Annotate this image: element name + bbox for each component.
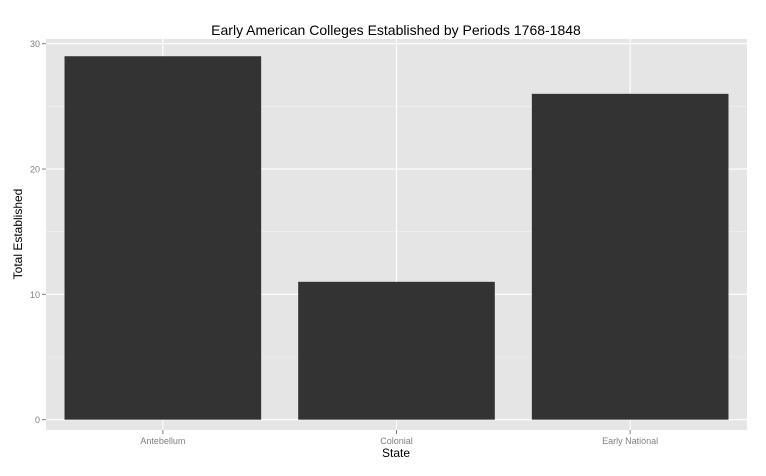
bar-colonial bbox=[298, 281, 495, 420]
y-tick-label: 20 bbox=[30, 165, 40, 175]
bar-antebellum bbox=[64, 56, 262, 420]
y-tick-label: 0 bbox=[35, 415, 40, 425]
x-tick-label: Early National bbox=[602, 436, 658, 446]
y-tick-label: 30 bbox=[30, 39, 40, 49]
chart-title: Early American Colleges Established by P… bbox=[211, 22, 581, 38]
bars bbox=[64, 56, 729, 420]
y-tick-label: 10 bbox=[30, 290, 40, 300]
x-axis-ticks: Antebellum Colonial Early National bbox=[140, 430, 658, 446]
bar-early-national bbox=[531, 93, 729, 420]
x-axis-label: State bbox=[382, 446, 410, 460]
x-tick-label: Colonial bbox=[380, 436, 413, 446]
y-axis-ticks: 0 10 20 30 bbox=[30, 39, 46, 425]
y-axis-label: Total Established bbox=[11, 189, 25, 280]
x-tick-label: Antebellum bbox=[140, 436, 185, 446]
